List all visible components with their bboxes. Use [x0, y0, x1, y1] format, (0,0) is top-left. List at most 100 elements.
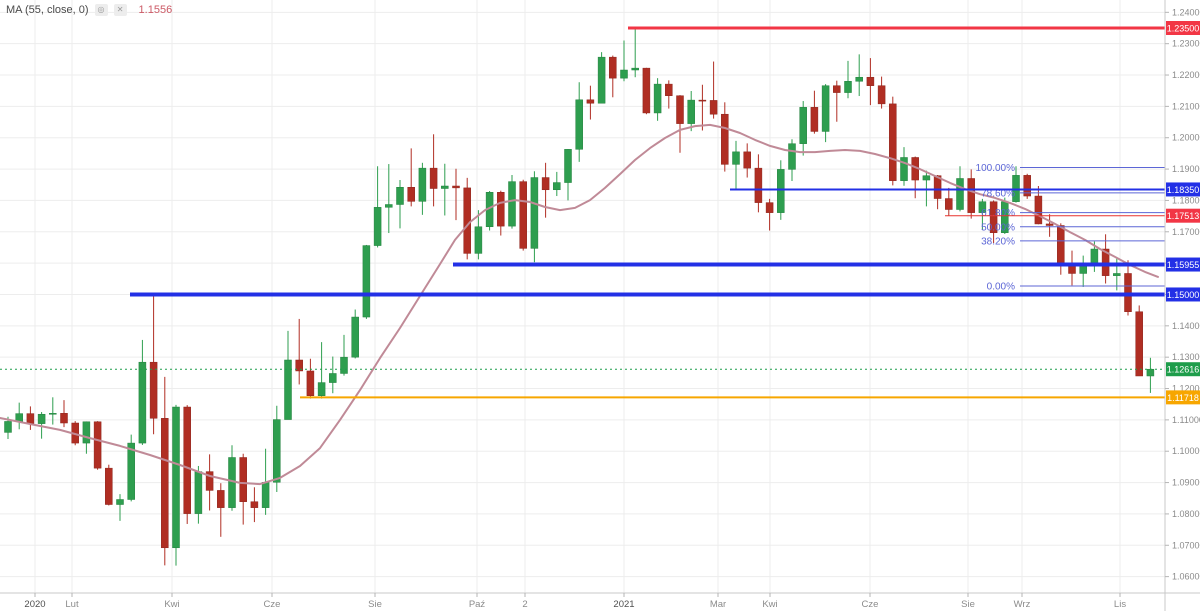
candle-body [743, 151, 751, 169]
candle-body [945, 198, 953, 210]
candle-body [777, 169, 785, 213]
candle-body [396, 187, 404, 205]
level-price-plate-text: 1.18350 [1167, 185, 1200, 195]
level-price-plate-text: 1.15000 [1167, 290, 1200, 300]
y-axis-label: 1.20000 [1172, 133, 1200, 143]
candle-body [1057, 225, 1065, 265]
candle-body [1023, 175, 1031, 197]
y-axis-label: 1.17000 [1172, 227, 1200, 237]
candle-body [4, 421, 12, 433]
candle-body [833, 85, 841, 93]
level-price-plate [1166, 257, 1200, 272]
y-axis-label: 1.12000 [1172, 384, 1200, 394]
candle-body [194, 471, 203, 514]
x-axis-month-label: Sie [961, 599, 975, 610]
level-price-plate [1166, 208, 1200, 223]
candle-body [922, 175, 931, 181]
y-axis-label: 1.07000 [1172, 540, 1200, 550]
candle-body [1135, 311, 1143, 377]
candle-body [541, 177, 550, 191]
candle-body [575, 99, 583, 150]
x-axis-month-label: Paź [469, 599, 486, 610]
ma55-line [0, 123, 1159, 486]
candle-body [508, 181, 516, 227]
current-price-plate [1166, 362, 1200, 377]
level-price-plate [1166, 287, 1200, 302]
candle-body [385, 204, 393, 208]
candle-body [105, 467, 113, 505]
x-axis-year-label: 2021 [613, 599, 634, 610]
price-axis-panel[interactable] [1165, 0, 1200, 611]
y-axis-label: 1.21000 [1172, 101, 1200, 111]
candle-body [205, 471, 214, 491]
candle-body [60, 413, 68, 424]
fib-label: 50.00% [981, 222, 1015, 233]
indicator-value: 1.1556 [138, 4, 173, 16]
candle-body [362, 245, 371, 318]
candle-body [754, 167, 763, 203]
candle-body [261, 482, 270, 508]
candle-body [877, 85, 886, 105]
candle-body [609, 56, 617, 79]
indicator-label[interactable]: MA (55, close, 0) [6, 4, 89, 16]
candle-body [676, 95, 684, 124]
level-price-plate-text: 1.17513 [1167, 211, 1200, 221]
candle-body [217, 490, 225, 508]
candle-body [855, 76, 863, 82]
x-axis-month-label: Wrz [1014, 599, 1031, 610]
candle-body [597, 56, 606, 104]
candle-body [463, 187, 471, 254]
candle-body [418, 167, 427, 202]
x-axis-year-label: 2020 [24, 599, 45, 610]
x-axis-month-label: Lut [65, 599, 79, 610]
y-axis-label: 1.14000 [1172, 321, 1200, 331]
x-axis-month-label: Cze [862, 599, 879, 610]
candle-body [351, 316, 359, 358]
candle-body [788, 143, 796, 170]
fib-label: 61.80% [981, 208, 1015, 219]
candle-body [127, 442, 135, 500]
candle-body [721, 113, 729, 165]
y-axis-label: 1.22000 [1172, 70, 1200, 80]
candle-body [709, 100, 718, 115]
eye-icon[interactable]: ◎ [94, 4, 108, 16]
fib-label: 38.20% [981, 236, 1015, 247]
candle-body [866, 76, 875, 86]
candle-body [1045, 223, 1054, 226]
fib-label: 0.00% [987, 282, 1015, 293]
y-axis-label: 1.13000 [1172, 352, 1200, 362]
y-axis-label: 1.24000 [1172, 7, 1200, 17]
candle-body [497, 192, 505, 227]
y-axis-label: 1.19000 [1172, 164, 1200, 174]
candle-body [407, 187, 415, 202]
candle-body [799, 107, 807, 144]
time-axis-panel[interactable] [0, 593, 1200, 611]
level-price-plate-text: 1.23500 [1167, 24, 1200, 34]
candle-body [933, 175, 942, 199]
candle-body [821, 85, 830, 132]
candle-body [1113, 273, 1121, 276]
candle-body [474, 226, 483, 254]
candle-body [967, 178, 975, 213]
candle-body [956, 178, 964, 210]
level-price-plate [1166, 182, 1200, 197]
candle-body [732, 151, 740, 165]
candle-body [844, 81, 852, 93]
candle-body [989, 201, 998, 233]
candle-body [530, 177, 539, 249]
candle-body [1090, 248, 1099, 264]
y-axis-label: 1.18000 [1172, 195, 1200, 205]
candle-body [239, 457, 247, 502]
candle-body [889, 103, 897, 181]
candle-body [653, 83, 662, 114]
candle-body [284, 359, 292, 420]
candle-body [250, 501, 259, 508]
fib-label: 100.00% [976, 163, 1016, 174]
candle-body [15, 413, 23, 422]
candle-body [441, 185, 449, 189]
candle-body [564, 149, 572, 183]
close-icon[interactable]: ✕ [113, 4, 127, 16]
candle-body [586, 99, 595, 104]
candle-body [452, 185, 460, 189]
